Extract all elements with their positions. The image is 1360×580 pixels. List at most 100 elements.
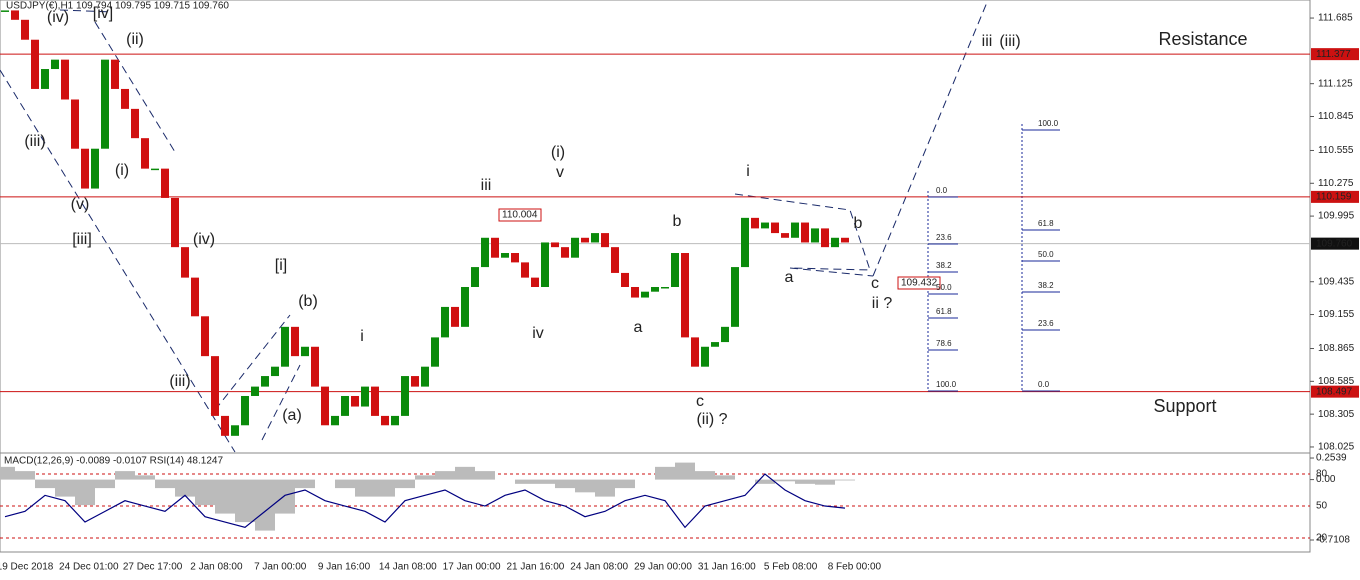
level-box	[1311, 48, 1359, 61]
wave-label: ii ?	[872, 295, 893, 312]
price-bar	[751, 217, 759, 229]
level-label: 108.497	[1316, 386, 1353, 397]
price-bar	[271, 366, 279, 377]
x-tick-label: 27 Dec 17:00	[123, 562, 183, 573]
price-bar	[721, 326, 729, 343]
wave-label: Resistance	[1158, 29, 1247, 49]
price-bar	[731, 267, 739, 327]
price-bar	[131, 108, 139, 139]
macd-bar	[255, 479, 275, 531]
wave-label: (ii) ?	[696, 411, 727, 428]
price-bar	[121, 88, 129, 109]
y-tick-label: 109.155	[1318, 309, 1355, 320]
x-tick-label: 31 Jan 16:00	[698, 562, 756, 573]
price-bar	[281, 326, 289, 367]
price-bar	[521, 262, 529, 278]
price-bar	[101, 59, 109, 149]
fib-label: 50.0	[936, 283, 952, 292]
macd-bar	[55, 479, 75, 497]
x-tick-label: 9 Jan 16:00	[318, 562, 371, 573]
x-tick-label: 29 Jan 00:00	[634, 562, 692, 573]
macd-bar	[295, 479, 315, 489]
y-tick-label: 0.2539	[1316, 453, 1347, 464]
x-tick-label: 7 Jan 00:00	[254, 562, 307, 573]
price-bar	[381, 415, 389, 426]
price-bar	[641, 291, 649, 298]
macd-bar	[835, 479, 855, 481]
x-tick-label: 17 Jan 00:00	[443, 562, 501, 573]
price-bar	[801, 222, 809, 243]
macd-bar	[135, 475, 155, 480]
level-label: 111.377	[1316, 49, 1351, 60]
wave-label: [i]	[275, 257, 287, 274]
fib-label: 61.8	[1038, 219, 1054, 228]
price-bar	[401, 376, 409, 416]
price-bar	[411, 376, 419, 387]
price-bar	[681, 253, 689, 338]
macd-bar	[695, 471, 715, 480]
price-bar	[431, 337, 439, 367]
fib-label: 38.2	[936, 261, 952, 270]
macd-bar	[215, 479, 235, 514]
price-bar	[841, 237, 849, 243]
y-tick-label: 108.865	[1318, 343, 1355, 354]
rsi-line	[4, 473, 846, 529]
price-bar	[211, 356, 219, 416]
x-tick-label: 24 Jan 08:00	[570, 562, 628, 573]
price-bar	[291, 326, 299, 357]
price-bar	[581, 237, 589, 243]
price-bar	[331, 415, 339, 426]
fib-label: 50.0	[1038, 250, 1054, 259]
price-bar	[501, 253, 509, 258]
price-bar	[611, 247, 619, 273]
y-tick-label: 109.995	[1318, 211, 1355, 222]
plot-frame	[0, 0, 1311, 553]
price-bar	[701, 346, 709, 367]
x-tick-label: 2 Jan 08:00	[190, 562, 243, 573]
y-tick-label: 110.275	[1318, 178, 1354, 189]
macd-bar	[75, 479, 95, 506]
price-bar	[571, 237, 579, 258]
price-bar	[831, 237, 839, 248]
fib-label: 0.0	[936, 186, 948, 195]
macd-bar	[475, 471, 495, 480]
price-bar	[461, 286, 469, 327]
price-bar	[511, 253, 519, 263]
price-bar	[531, 277, 539, 287]
level-box	[1311, 385, 1359, 398]
macd-bar	[335, 479, 355, 489]
macd-bar	[415, 475, 435, 480]
y-tick-label: 109.435	[1318, 276, 1355, 287]
y-tick-label: 111.685	[1318, 13, 1353, 24]
price-bar	[31, 39, 39, 89]
wave-label: b	[673, 213, 682, 230]
macd-bar	[15, 471, 35, 480]
wave-label: Support	[1153, 396, 1216, 416]
wave-lines	[0, 0, 1023, 453]
fib-label: 23.6	[1038, 319, 1054, 328]
macd-bar	[675, 462, 695, 480]
price-bar	[51, 59, 59, 70]
macd-bar	[815, 479, 835, 485]
price-bar	[771, 222, 779, 234]
x-tick-label: 24 Dec 01:00	[59, 562, 119, 573]
wave-label: i	[746, 163, 750, 180]
y-tick-label: 111.125	[1318, 78, 1353, 89]
wave-label: a	[785, 269, 794, 286]
wave-label: (v)	[71, 196, 90, 213]
wave-label: (i)	[115, 162, 129, 179]
macd-bar	[395, 479, 415, 489]
wave-label: i	[360, 328, 364, 345]
current-price-label: 109.760	[1316, 238, 1353, 249]
price-bar	[811, 228, 819, 243]
fib-label: 100.0	[936, 380, 957, 389]
price-bar	[321, 386, 329, 426]
price-bar	[391, 415, 399, 426]
macd-bar	[455, 466, 475, 480]
price-bar	[11, 10, 19, 20]
macd-bar	[435, 471, 455, 480]
price-bar	[351, 395, 359, 407]
y2-tick-label: 20	[1316, 533, 1328, 544]
wave-label: (iii)	[24, 133, 45, 150]
price-bar	[631, 286, 639, 298]
